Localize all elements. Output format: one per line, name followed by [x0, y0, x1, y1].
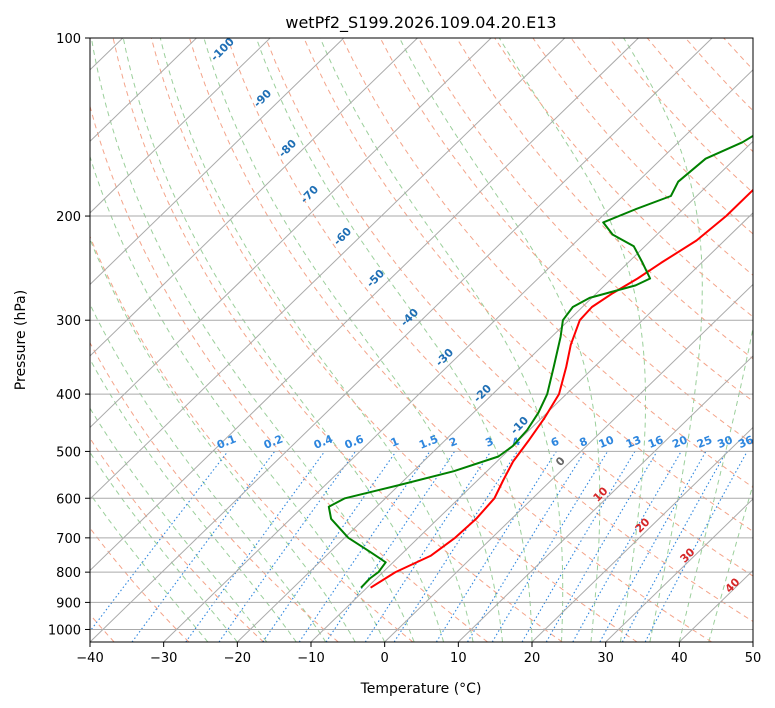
moist-adiabat-line	[90, 155, 386, 642]
y-axis-ticks: 100 200 300 400 500 600 700 800 900 1000	[48, 32, 90, 638]
dry-adiabat-line	[90, 104, 488, 642]
isotherm-gridline	[457, 355, 753, 642]
mixing-ratio-label: 3	[484, 435, 496, 450]
y-tick-label: 700	[56, 532, 81, 547]
dry-adiabat-line	[189, 38, 712, 642]
x-tick-label: 40	[671, 651, 688, 666]
x-tick-label: 20	[524, 651, 541, 666]
isotherm-gridline	[531, 426, 753, 642]
isotherm-gridline	[310, 212, 753, 642]
y-tick-label: 300	[56, 314, 81, 329]
mixing-ratio-label: 16	[646, 433, 665, 451]
mixing-ratio-line	[262, 451, 397, 642]
isotherm-gridline	[90, 38, 345, 286]
moist-adiabat-line	[399, 38, 601, 642]
y-axis-label: Pressure (hPa)	[13, 290, 29, 390]
moist-adiabat-line	[90, 237, 356, 642]
dry-adiabat-line	[227, 38, 753, 623]
x-tick-label: 50	[745, 651, 762, 666]
mixing-ratio-line	[364, 451, 492, 642]
mixing-ratio-line	[90, 451, 229, 633]
moist-adiabat-line	[319, 38, 564, 642]
moist-adiabat-line	[203, 38, 503, 642]
mixing-ratio-line	[325, 451, 456, 642]
isotherm-gridline	[90, 38, 418, 357]
isotherm-gridline	[236, 140, 753, 642]
isotherm-gridline	[90, 38, 713, 642]
y-tick-label: 1000	[48, 623, 81, 638]
x-axis-ticks: −40 −30 −20 −10 0 10 20 30 40 50	[76, 642, 761, 666]
y-tick-label: 400	[56, 388, 81, 403]
dry-adiabat-line	[90, 341, 339, 642]
x-tick-label: 0	[381, 651, 389, 666]
mixing-ratio-line	[393, 451, 518, 642]
isotherm-gridline	[90, 38, 492, 429]
mixing-ratio-line	[185, 451, 326, 642]
moist-adiabat-line	[90, 451, 238, 642]
x-tick-label: −20	[224, 651, 251, 666]
isotherm-gridline	[384, 283, 753, 642]
y-tick-label: 100	[56, 32, 81, 47]
mixing-ratio-line	[572, 451, 682, 642]
temperature-profile-line	[370, 188, 753, 589]
mixing-ratio-label: 30	[716, 433, 735, 451]
isotherm-gridline	[90, 38, 197, 143]
moist-adiabat-line	[122, 38, 445, 642]
isotherm-gridline	[90, 38, 639, 572]
y-tick-label: 800	[56, 566, 81, 581]
dry-adiabat-line	[112, 38, 563, 642]
isotherm-gridline	[605, 498, 753, 642]
mixing-ratio-line	[467, 451, 586, 642]
moist-adiabat-line	[159, 38, 474, 642]
dry-adiabat-line	[265, 38, 753, 577]
moist-adiabat-line	[255, 38, 533, 642]
y-tick-label: 200	[56, 210, 81, 225]
mixing-ratio-label: 36	[736, 433, 755, 451]
isotherm-gridline	[90, 38, 271, 214]
mixing-ratio-label: 2	[447, 435, 459, 450]
moist-adiabat-line	[623, 38, 703, 642]
mixing-ratio-label: 25	[695, 433, 714, 451]
dry-adiabat-line	[150, 38, 638, 642]
isotherm-gridline	[90, 38, 566, 500]
mixing-ratio-label: 8	[578, 435, 590, 450]
chart-title: wetPf2_S199.2026.109.04.20.E13	[285, 13, 556, 33]
mixing-ratio-line	[131, 451, 276, 642]
mixing-ratio-line	[298, 451, 431, 642]
moist-adiabat-line	[90, 492, 209, 642]
x-tick-label: −40	[76, 651, 103, 666]
mixing-ratio-label: 10	[597, 433, 616, 451]
mixing-ratio-label: 20	[670, 433, 689, 451]
dry-adiabat-line	[90, 527, 190, 642]
y-tick-label: 500	[56, 445, 81, 460]
mixing-ratio-label: 13	[624, 433, 643, 451]
plot-frame	[89, 37, 754, 643]
dry-adiabat-line	[90, 437, 264, 642]
y-tick-label: 900	[56, 596, 81, 611]
dry-adiabat-line	[417, 38, 753, 402]
sounding-profiles	[327, 134, 753, 589]
moist-adiabat-line	[90, 407, 268, 642]
x-tick-label: −10	[297, 651, 324, 666]
dry-adiabat-line	[379, 38, 753, 445]
isotherm-gridline	[163, 69, 753, 642]
x-axis-label: Temperature (°C)	[360, 681, 482, 697]
mixing-ratio-label: 1	[389, 435, 401, 450]
isotherm-gridlines	[90, 38, 753, 642]
x-tick-label: 10	[450, 651, 467, 666]
x-tick-label: 30	[597, 651, 614, 666]
mixing-ratio-line	[621, 451, 727, 642]
mixing-ratio-line	[218, 451, 356, 642]
mixing-ratio-line	[599, 451, 707, 642]
dry-adiabat-line	[303, 38, 753, 533]
y-tick-label: 600	[56, 492, 81, 507]
x-tick-label: −30	[150, 651, 177, 666]
dewpoint-profile-line	[327, 134, 753, 589]
